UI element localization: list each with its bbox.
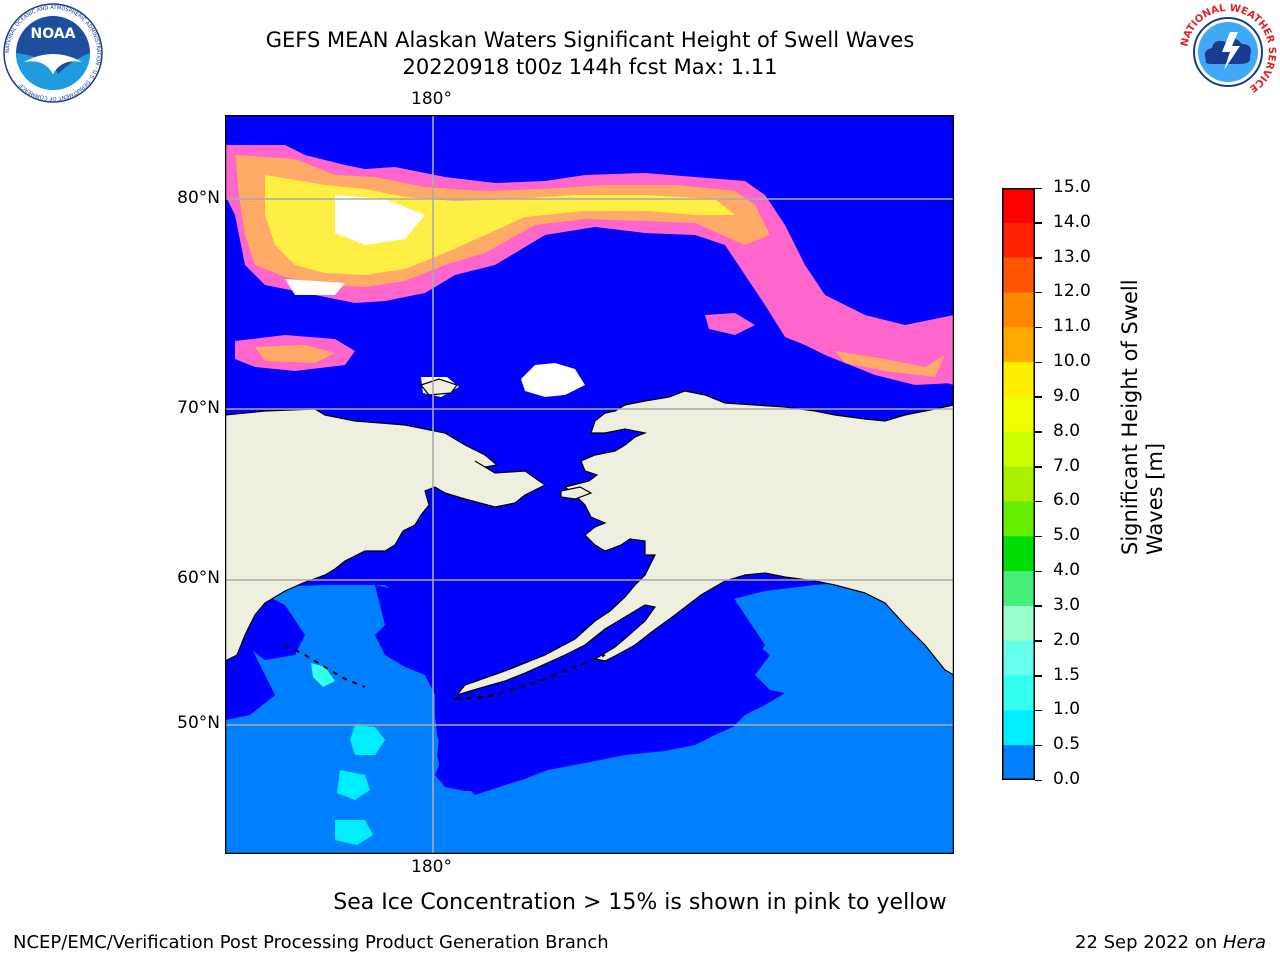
colorbar-tick-label: 0.0 — [1053, 769, 1081, 789]
lat-label-60: 60°N — [177, 568, 220, 588]
colorbar-band — [1002, 640, 1035, 677]
footer-date-text: 22 Sep 2022 on — [1075, 932, 1223, 953]
colorbar-tick-mark — [1035, 466, 1042, 468]
colorbar-tick-label: 9.0 — [1053, 385, 1081, 406]
land-alaska — [455, 390, 954, 697]
colorbar-tick-mark — [1035, 431, 1042, 433]
colorbar-tick-mark — [1035, 640, 1042, 642]
colorbar-label: Significant Height of Swell Waves [m] — [1118, 279, 1168, 555]
colorbar-tick-label: 12.0 — [1053, 281, 1091, 302]
colorbar-band — [1002, 188, 1035, 224]
colorbar-band — [1002, 396, 1035, 433]
colorbar-tick-label: 0.5 — [1053, 734, 1081, 755]
colorbar-tick-label: 1.5 — [1053, 664, 1081, 685]
noaa-logo: NOAA NATIONAL OCEANIC AND ATMOSPHERIC AD… — [2, 2, 104, 104]
colorbar-tick-label: 6.0 — [1053, 490, 1081, 511]
colorbar-band — [1002, 431, 1035, 468]
colorbar-label-line1: Significant Height of Swell — [1118, 279, 1142, 555]
colorbar-band — [1002, 292, 1035, 328]
colorbar-tick-label: 1.0 — [1053, 699, 1081, 720]
nws-logo: NATIONAL WEATHER SERVICE — [1178, 2, 1278, 102]
colorbar-band — [1002, 536, 1035, 572]
footer-date: 22 Sep 2022 on Hera — [1075, 932, 1266, 953]
colorbar-tick-mark — [1035, 500, 1042, 503]
colorbar-tick-mark — [1035, 709, 1042, 712]
plot-title: GEFS MEAN Alaskan Waters Significant Hei… — [265, 28, 915, 52]
colorbar-tick-mark — [1035, 744, 1042, 747]
colorbar-tick-label: 3.0 — [1053, 594, 1081, 615]
land-siberia — [225, 408, 547, 662]
colorbar-tick-mark — [1035, 605, 1042, 607]
colorbar-tick-label: 5.0 — [1053, 525, 1081, 546]
colorbar-tick-mark — [1035, 291, 1042, 294]
lat-label-80: 80°N — [177, 188, 220, 208]
map-panel — [225, 115, 954, 854]
colorbar-band — [1002, 710, 1035, 746]
colorbar-tick-label: 11.0 — [1053, 316, 1091, 337]
colorbar-label-line2: Waves [m] — [1143, 442, 1167, 555]
colorbar-tick-label: 13.0 — [1053, 246, 1091, 267]
colorbar-tick-mark — [1035, 570, 1042, 573]
colorbar-band — [1002, 675, 1035, 711]
colorbar-band — [1002, 222, 1035, 259]
colorbar-tick-mark — [1035, 257, 1042, 259]
lat-label-70: 70°N — [177, 398, 220, 418]
noaa-logo-text: NOAA — [31, 26, 76, 42]
footer-host: Hera — [1222, 932, 1266, 953]
colorbar-band — [1002, 466, 1035, 502]
colorbar-tick-mark — [1035, 187, 1042, 189]
lon-label-bottom: 180° — [411, 857, 452, 877]
colorbar-tick-mark — [1035, 222, 1042, 224]
colorbar-tick-label: 14.0 — [1053, 211, 1091, 232]
sea-ice-caption: Sea Ice Concentration > 15% is shown in … — [333, 890, 947, 915]
graticule — [225, 115, 954, 854]
colorbar-band — [1002, 745, 1035, 780]
colorbar-band — [1002, 362, 1035, 398]
lat-label-50: 50°N — [177, 713, 220, 733]
colorbar-tick-mark — [1035, 396, 1042, 398]
colorbar-band — [1002, 605, 1035, 642]
colorbar-band — [1002, 501, 1035, 537]
colorbar-band — [1002, 327, 1035, 363]
colorbar-tick-mark — [1035, 779, 1042, 781]
colorbar-tick-label: 10.0 — [1053, 351, 1091, 372]
colorbar-tick-label: 2.0 — [1053, 629, 1081, 650]
colorbar-band — [1002, 257, 1035, 293]
colorbar-tick-mark — [1035, 326, 1042, 329]
lon-label-top: 180° — [411, 89, 452, 109]
plot-subtitle: 20220918 t00z 144h fcst Max: 1.11 — [402, 55, 778, 79]
footer-branch: NCEP/EMC/Verification Post Processing Pr… — [13, 932, 609, 953]
colorbar-band — [1002, 571, 1035, 607]
colorbar-tick-mark — [1035, 361, 1042, 364]
colorbar — [1002, 188, 1035, 780]
colorbar-tick-label: 8.0 — [1053, 420, 1081, 441]
colorbar-tick-mark — [1035, 675, 1042, 677]
colorbar-tick-mark — [1035, 535, 1042, 538]
colorbar-tick-label: 15.0 — [1053, 177, 1091, 197]
colorbar-tick-label: 7.0 — [1053, 455, 1081, 476]
colorbar-tick-label: 4.0 — [1053, 560, 1081, 581]
